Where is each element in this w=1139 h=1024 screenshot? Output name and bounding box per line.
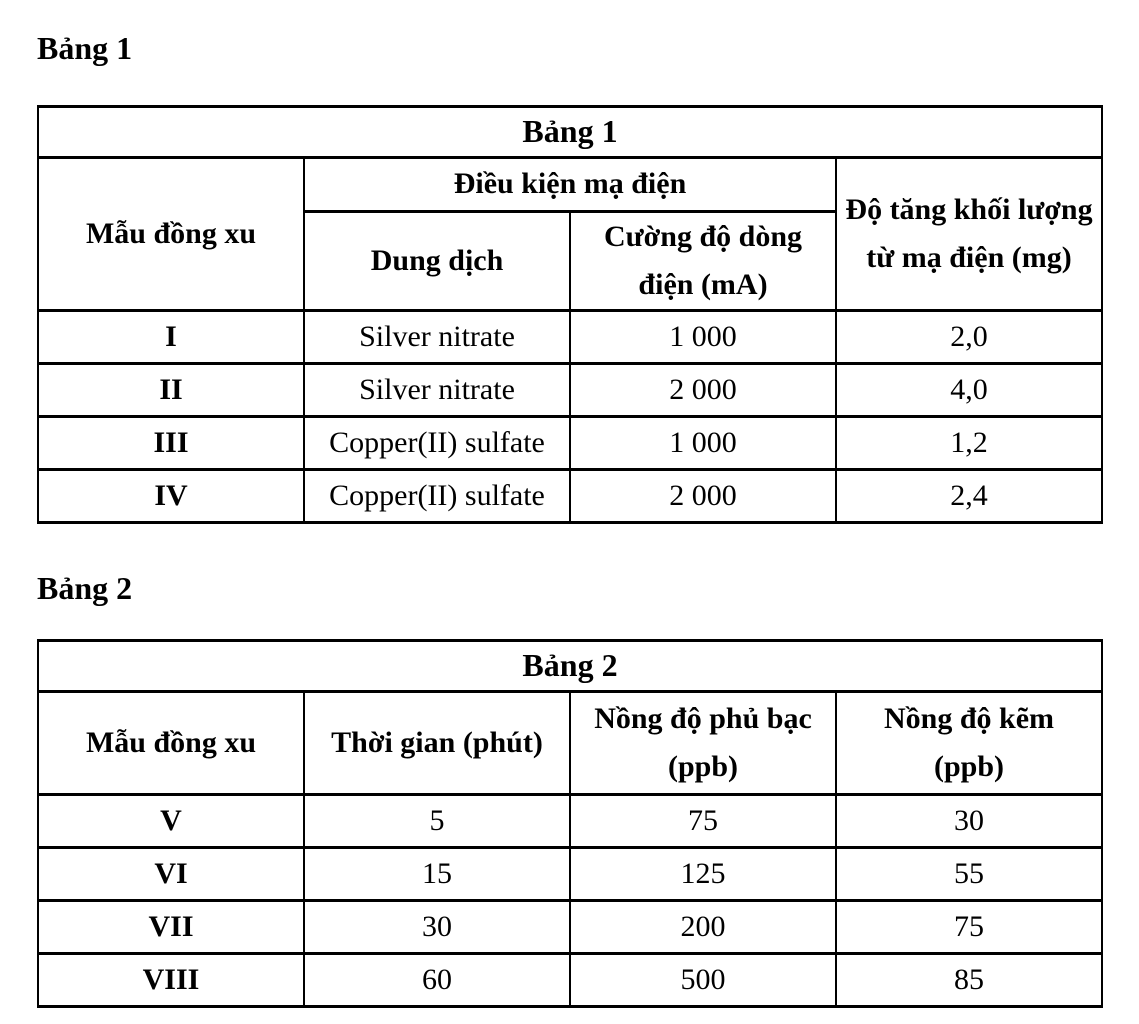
solution-cell: Silver nitrate: [303, 308, 571, 365]
current-cell: 1 000: [569, 414, 837, 471]
zinc-cell: 85: [835, 951, 1103, 1008]
sample-id-cell: V: [37, 792, 305, 849]
table1-row-III: III Copper(II) sulfate 1 000 1,2: [37, 414, 1103, 471]
table1-title-cell: Bảng 1: [37, 104, 1103, 159]
time-cell: 5: [303, 792, 571, 849]
zinc-cell: 75: [835, 898, 1103, 955]
table2: Bảng 2 Mẫu đồng xu Thời gian (phút) Nồng…: [37, 638, 1103, 1008]
table2-header-time: Thời gian (phút): [303, 689, 571, 796]
table1-row-I: I Silver nitrate 1 000 2,0: [37, 308, 1103, 365]
table2-row-VI: VI 15 125 55: [37, 845, 1103, 902]
table2-title-cell: Bảng 2: [37, 638, 1103, 693]
table1-header-current: Cường độ dòng điện (mA): [569, 209, 837, 312]
table1-header-mass-gain: Độ tăng khối lượng từ mạ điện (mg): [835, 155, 1103, 312]
silver-cell: 200: [569, 898, 837, 955]
table2-title-row: Bảng 2: [37, 638, 1103, 693]
table2-row-VII: VII 30 200 75: [37, 898, 1103, 955]
solution-cell: Copper(II) sulfate: [303, 467, 571, 524]
mass-gain-cell: 1,2: [835, 414, 1103, 471]
table2-heading: Bảng 2: [37, 569, 133, 606]
time-cell: 60: [303, 951, 571, 1008]
table1-row-II: II Silver nitrate 2 000 4,0: [37, 361, 1103, 418]
current-cell: 2 000: [569, 361, 837, 418]
table1-header-conditions-group: Điều kiện mạ điện: [303, 155, 837, 213]
sample-id-cell: VIII: [37, 951, 305, 1008]
table1-header-sample: Mẫu đồng xu: [37, 155, 305, 312]
mass-gain-cell: 4,0: [835, 361, 1103, 418]
silver-cell: 125: [569, 845, 837, 902]
table1-header-row-2: Dung dịch Cường độ dòng điện (mA): [38, 209, 1102, 312]
sample-id-cell: I: [37, 308, 305, 365]
current-cell: 1 000: [569, 308, 837, 365]
table1-title-row: Bảng 1: [37, 104, 1103, 159]
table1-header-row-1: Mẫu đồng xu Điều kiện mạ điện Độ tăng kh…: [37, 155, 1103, 312]
sample-id-cell: VII: [37, 898, 305, 955]
silver-cell: 500: [569, 951, 837, 1008]
table1-heading: Bảng 1: [37, 30, 133, 66]
table2-header-zinc: Nồng độ kẽm (ppb): [835, 689, 1103, 796]
sample-id-cell: II: [37, 361, 305, 418]
zinc-cell: 55: [835, 845, 1103, 902]
time-cell: 15: [303, 845, 571, 902]
silver-cell: 75: [569, 792, 837, 849]
solution-cell: Copper(II) sulfate: [303, 414, 571, 471]
sample-id-cell: III: [37, 414, 305, 471]
zinc-cell: 30: [835, 792, 1103, 849]
time-cell: 30: [303, 898, 571, 955]
table2-header-sample: Mẫu đồng xu: [37, 689, 305, 796]
table2-header-row: Mẫu đồng xu Thời gian (phút) Nồng độ phủ…: [37, 689, 1103, 796]
solution-cell: Silver nitrate: [303, 361, 571, 418]
table1-header-solution: Dung dịch: [303, 209, 571, 312]
table1-row-IV: IV Copper(II) sulfate 2 000 2,4: [37, 467, 1103, 524]
table2-header-silver: Nồng độ phủ bạc (ppb): [569, 689, 837, 796]
table1: Bảng 1 Mẫu đồng xu Điều kiện mạ điện Độ …: [37, 104, 1103, 524]
mass-gain-cell: 2,0: [835, 308, 1103, 365]
mass-gain-cell: 2,4: [835, 467, 1103, 524]
current-cell: 2 000: [569, 467, 837, 524]
table2-row-VIII: VIII 60 500 85: [37, 951, 1103, 1008]
table2-row-V: V 5 75 30: [37, 792, 1103, 849]
sample-id-cell: IV: [37, 467, 305, 524]
sample-id-cell: VI: [37, 845, 305, 902]
